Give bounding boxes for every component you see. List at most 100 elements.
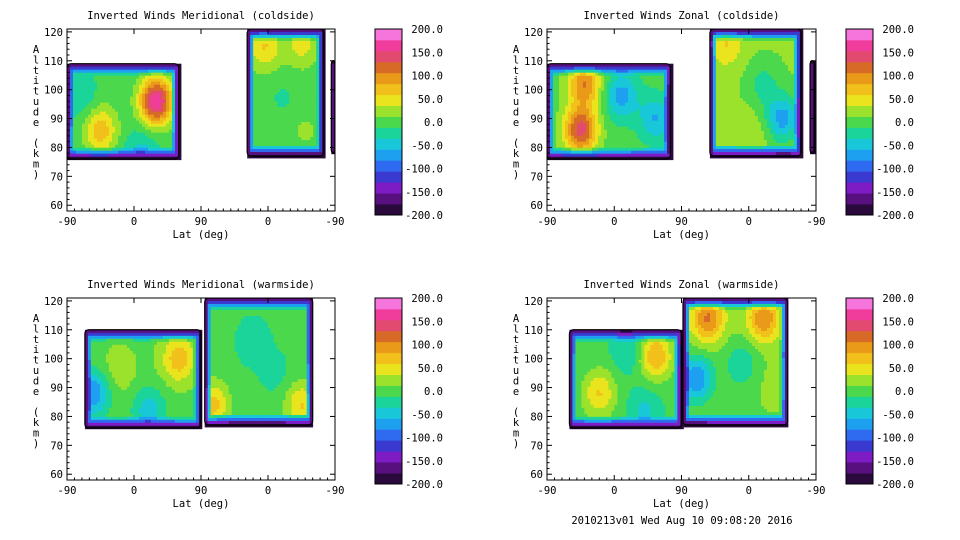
data-cell — [589, 135, 593, 140]
data-cell — [166, 135, 170, 140]
data-cell — [547, 75, 551, 80]
data-cell — [754, 101, 759, 105]
data-cell — [124, 87, 128, 92]
data-cell — [661, 120, 665, 125]
data-cell — [571, 108, 575, 113]
data-cell — [655, 144, 659, 149]
data-cell — [595, 114, 599, 119]
data-cell — [115, 141, 119, 146]
data-cell — [622, 99, 626, 104]
data-cell — [619, 66, 623, 71]
data-cell — [286, 107, 290, 111]
data-cell — [766, 47, 771, 51]
data-cell — [130, 144, 134, 149]
data-cell — [592, 135, 596, 140]
data-cell — [298, 134, 302, 138]
data-cell — [166, 75, 170, 80]
data-cell — [745, 128, 750, 132]
data-cell — [739, 113, 744, 117]
data-cell — [739, 122, 744, 126]
data-cell — [274, 134, 278, 138]
data-cell — [634, 87, 638, 92]
data-cell — [172, 141, 176, 146]
data-cell — [124, 120, 128, 125]
data-cell — [133, 120, 137, 125]
data-cell — [589, 120, 593, 125]
data-cell — [163, 66, 167, 71]
data-cell — [157, 87, 161, 92]
data-cell — [727, 29, 732, 33]
data-cell — [736, 62, 741, 66]
data-cell — [604, 105, 608, 110]
data-cell — [556, 105, 560, 110]
data-cell — [313, 62, 317, 66]
data-cell — [724, 134, 729, 138]
data-cell — [130, 117, 134, 122]
data-cell — [745, 71, 750, 75]
data-cell — [664, 63, 668, 68]
data-cell — [559, 141, 563, 146]
data-cell — [298, 47, 302, 51]
data-cell — [739, 74, 744, 78]
data-cell — [715, 149, 720, 153]
data-cell — [571, 75, 575, 80]
data-cell — [262, 35, 266, 39]
data-cell — [742, 149, 747, 153]
data-cell — [259, 53, 263, 57]
data-cell — [631, 105, 635, 110]
data-cell — [154, 105, 158, 110]
data-cell — [607, 126, 611, 131]
data-cell — [142, 132, 146, 137]
data-cell — [109, 132, 113, 137]
data-cell — [586, 147, 590, 152]
data-cell — [631, 132, 635, 137]
data-cell — [289, 44, 293, 48]
data-cell — [745, 47, 750, 51]
data-cell — [766, 119, 771, 123]
data-cell — [595, 96, 599, 101]
data-cell — [658, 99, 662, 104]
data-cell — [280, 119, 284, 123]
data-cell — [289, 83, 293, 87]
data-cell — [79, 135, 83, 140]
data-cell — [79, 81, 83, 86]
data-cell — [136, 120, 140, 125]
data-cell — [631, 96, 635, 101]
data-cell — [610, 117, 614, 122]
data-cell — [736, 140, 741, 144]
data-cell — [595, 93, 599, 98]
data-cell — [259, 65, 263, 69]
data-cell — [283, 65, 287, 69]
data-cell — [634, 99, 638, 104]
data-cell — [601, 126, 605, 131]
y-tick-label: 110 — [44, 56, 63, 68]
data-cell — [145, 144, 149, 149]
data-cell — [295, 53, 299, 57]
data-cell — [649, 96, 653, 101]
data-cell — [661, 114, 665, 119]
data-cell — [94, 93, 98, 98]
data-cell — [307, 95, 311, 99]
data-cell — [622, 96, 626, 101]
data-cell — [88, 114, 92, 119]
data-cell — [130, 150, 134, 155]
data-cell — [124, 99, 128, 104]
data-cell — [142, 135, 146, 140]
data-cell — [709, 116, 714, 120]
data-cell — [607, 87, 611, 92]
data-cell — [781, 74, 786, 78]
data-cell — [739, 116, 744, 120]
data-cell — [628, 99, 632, 104]
data-cell — [292, 68, 296, 72]
data-cell — [286, 59, 290, 63]
data-cell — [583, 63, 587, 68]
data-cell — [598, 87, 602, 92]
data-cell — [115, 96, 119, 101]
data-cell — [82, 93, 86, 98]
data-cell — [661, 123, 665, 128]
data-cell — [589, 63, 593, 68]
data-cell — [109, 99, 113, 104]
data-cell — [250, 53, 254, 57]
data-cell — [763, 62, 768, 66]
data-cell — [256, 77, 260, 81]
